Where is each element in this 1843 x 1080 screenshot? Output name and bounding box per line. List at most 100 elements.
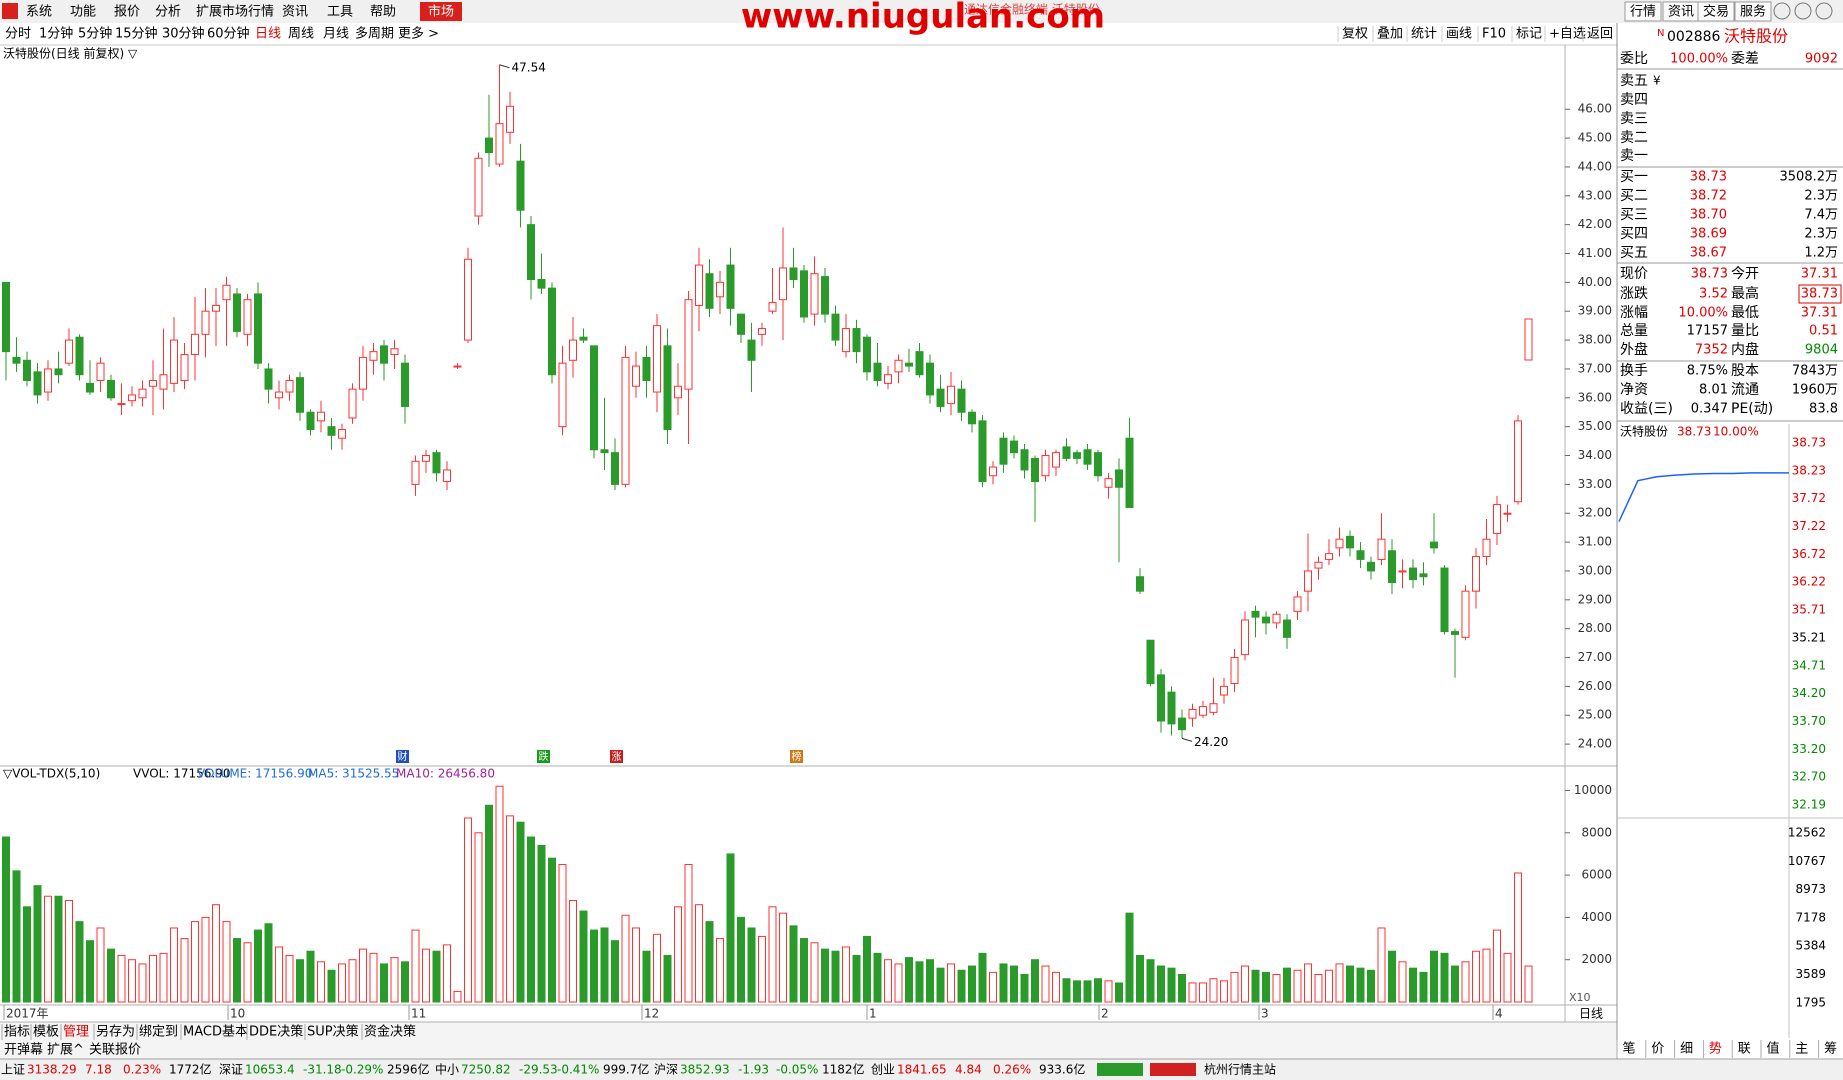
menu-item[interactable]: 系统 — [26, 5, 52, 20]
period-tab[interactable]: 周线 — [288, 27, 314, 42]
menu-item[interactable]: 工具 — [327, 5, 353, 20]
mini-tab[interactable]: 笔 — [1622, 1041, 1635, 1057]
volume-bar — [1104, 980, 1113, 1003]
indicator-tab[interactable]: 指标 — [4, 1025, 30, 1040]
ask-level: 卖一 — [1620, 148, 1648, 164]
tool-button[interactable]: 画线 — [1446, 27, 1472, 42]
indicator-tab[interactable]: DDE决策 — [249, 1024, 303, 1040]
top-button-label[interactable]: 交易 — [1703, 4, 1729, 20]
period-tab[interactable]: 5分钟 — [78, 26, 112, 42]
event-icon[interactable] — [790, 750, 803, 763]
tool-button[interactable]: 统计 — [1411, 27, 1437, 42]
event-icon[interactable] — [396, 750, 409, 763]
mini-tab[interactable]: 势 — [1709, 1041, 1722, 1057]
tool-button[interactable]: 复权 — [1342, 26, 1368, 42]
tool-button[interactable]: 返回 — [1587, 27, 1613, 42]
menu-item[interactable]: 帮助 — [370, 5, 396, 20]
period-tab[interactable]: 1分钟 — [39, 26, 73, 42]
period-tab[interactable]: 多周期 — [355, 26, 394, 42]
indicator-tab[interactable]: 管理 — [63, 1025, 89, 1040]
volume-bar — [1293, 969, 1302, 1003]
event-icon[interactable] — [537, 750, 550, 763]
index-change: -31.18 — [303, 1063, 342, 1077]
top-button-label[interactable]: 资讯 — [1668, 5, 1694, 20]
indicator-tab[interactable]: 绑定到 — [139, 1025, 178, 1040]
period-tab[interactable]: 60分钟 — [207, 26, 250, 42]
event-label[interactable]: 涨 — [612, 751, 622, 763]
extra-tab[interactable]: 扩展^ — [47, 1043, 84, 1058]
event-icon[interactable] — [610, 750, 623, 763]
window-control[interactable] — [1794, 2, 1812, 20]
period-tab[interactable]: 分时 — [5, 27, 31, 42]
indicator-tab[interactable]: 资金决策 — [364, 1024, 416, 1040]
candle-body — [1304, 570, 1312, 592]
top-button[interactable] — [1734, 1, 1772, 22]
mini-tab[interactable]: 细 — [1680, 1042, 1693, 1057]
candle-body — [1083, 449, 1092, 465]
candle-body — [569, 339, 577, 361]
candle-body — [527, 224, 535, 280]
tool-button[interactable]: 标记 — [1516, 27, 1542, 42]
volume-label: VOLUME: 17156.90 — [197, 767, 312, 781]
volume-bar — [674, 906, 682, 1003]
event-label[interactable]: 财 — [398, 750, 408, 763]
candle-body — [1367, 561, 1375, 572]
indicator-tab[interactable]: 另存为 — [96, 1025, 135, 1040]
event-label[interactable]: 跌 — [539, 750, 549, 763]
top-button-label[interactable]: 行情 — [1630, 5, 1656, 20]
y-tick-label: 28.00 — [1578, 621, 1612, 635]
month-label: 1 — [869, 1007, 877, 1021]
bid-volume: 7.4万 — [1804, 208, 1838, 223]
event-label[interactable]: 榜 — [792, 750, 802, 763]
period-tab[interactable]: 更多 > — [398, 26, 439, 42]
period-tab[interactable]: 30分钟 — [162, 26, 205, 42]
top-button[interactable] — [1697, 1, 1735, 22]
indicator-tab[interactable]: SUP决策 — [307, 1024, 359, 1040]
candle-body — [306, 411, 315, 431]
menu-item[interactable]: 功能 — [70, 5, 96, 20]
volume-bar — [1388, 950, 1396, 1003]
candle-body — [138, 388, 147, 399]
candle-body — [1052, 452, 1060, 468]
index-amount: 1182亿 — [822, 1062, 865, 1077]
volume-bar — [905, 957, 913, 1003]
tool-button[interactable]: F10 — [1482, 27, 1506, 42]
candle-body — [915, 351, 924, 376]
candle-body — [201, 310, 210, 335]
top-button-label[interactable]: 服务 — [1740, 4, 1766, 20]
mini-tab[interactable]: 联 — [1738, 1042, 1751, 1057]
ask-level: 卖二 — [1620, 130, 1648, 146]
volume-bar — [821, 948, 829, 1003]
field-value: 17157 — [1687, 324, 1728, 339]
period-tab[interactable]: 日线 — [255, 27, 281, 42]
market-button[interactable] — [420, 2, 462, 21]
menu-item[interactable]: 资讯 — [282, 5, 308, 20]
tool-button[interactable]: +自选 — [1549, 27, 1586, 42]
menu-item[interactable]: 扩展市场行情 — [196, 4, 274, 20]
server-name: 杭州行情主站 — [1204, 1062, 1276, 1077]
candle-body — [516, 160, 525, 211]
ask-level: 卖五 — [1620, 73, 1648, 89]
menu-item[interactable]: 报价 — [114, 5, 140, 20]
mini-tab[interactable]: 主 — [1795, 1042, 1808, 1057]
indicator-tab[interactable]: 模板 — [33, 1025, 59, 1040]
menu-item[interactable]: 分析 — [155, 5, 181, 20]
field-value: 7352 — [1695, 343, 1728, 358]
market-label[interactable]: 市场 — [428, 4, 454, 20]
period-tab[interactable]: 月线 — [323, 27, 349, 42]
top-button[interactable] — [1624, 1, 1662, 22]
indicator-tab[interactable]: MACD基本 — [183, 1025, 248, 1040]
vvol-label: VVOL: 17156.90 — [133, 767, 230, 781]
mini-tab[interactable]: 价 — [1651, 1042, 1664, 1057]
extra-tab[interactable]: 关联报价 — [89, 1043, 141, 1058]
period-tab[interactable]: 15分钟 — [115, 26, 158, 42]
candle-body — [1020, 449, 1029, 471]
extra-tab[interactable]: 开弹幕 — [4, 1043, 43, 1058]
tool-button[interactable]: 叠加 — [1377, 27, 1403, 42]
mini-tab[interactable]: 筹 — [1824, 1041, 1837, 1057]
mini-tab[interactable]: 值 — [1766, 1041, 1779, 1057]
window-control[interactable] — [1773, 2, 1791, 20]
volume-bar — [1335, 963, 1344, 1003]
candle-body — [159, 374, 168, 390]
window-control[interactable] — [1815, 2, 1833, 20]
